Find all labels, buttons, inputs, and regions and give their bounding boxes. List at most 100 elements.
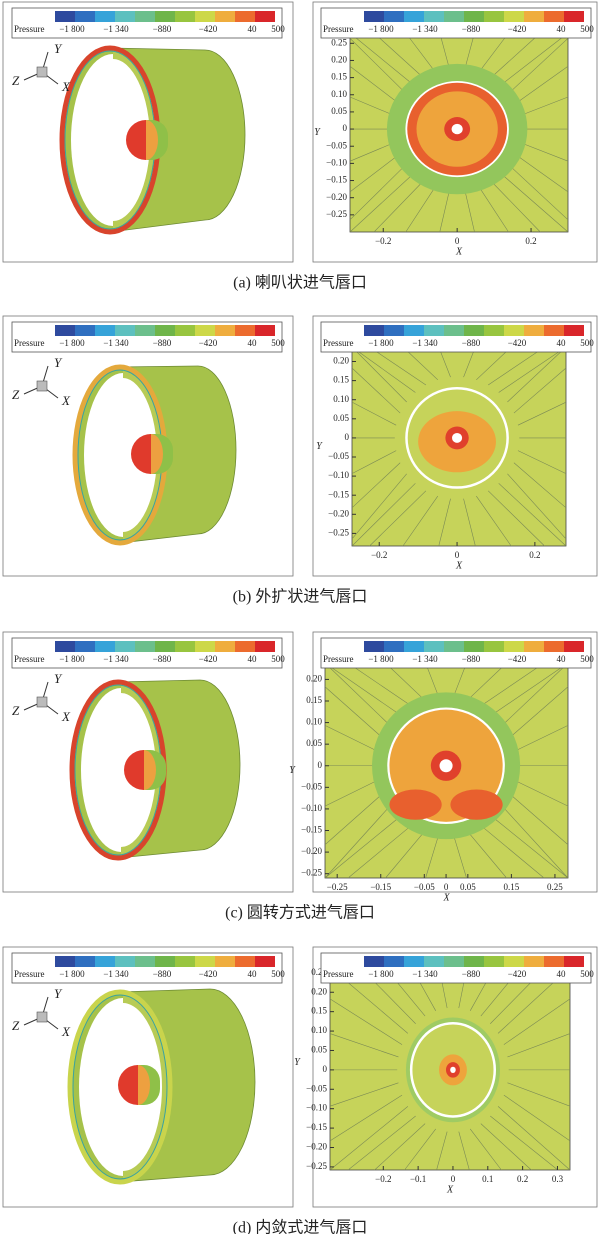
legend-swatch (95, 641, 115, 652)
y-tick-label: 0 (318, 760, 323, 770)
caption: (b) 外扩状进气唇口 (233, 588, 368, 606)
legend-label: 40 (557, 338, 567, 348)
legend-swatch (464, 11, 484, 22)
y-tick-label: −0.10 (306, 1103, 327, 1113)
legend-label: 500 (580, 24, 594, 34)
x-tick-label: 0 (444, 882, 449, 892)
legend-label: 500 (271, 654, 285, 664)
legend-label: −1 340 (412, 654, 438, 664)
legend-swatch (524, 325, 544, 336)
y-tick-label: −0.25 (328, 527, 349, 537)
x-tick-label: 0.2 (517, 1174, 528, 1184)
legend-label: −1 340 (103, 654, 129, 664)
legend-swatch (155, 325, 175, 336)
legend-label: −1 800 (368, 654, 394, 664)
y-tick-label: 0.15 (333, 375, 349, 385)
y-tick-label: −0.10 (328, 470, 349, 480)
x-tick-label: 0.1 (482, 1174, 493, 1184)
legend-swatch (524, 956, 544, 967)
y-tick-label: 0.20 (333, 356, 349, 366)
legend-label: −880 (462, 338, 481, 348)
legend-label: −1 340 (103, 338, 129, 348)
x-tick-label: −0.2 (375, 1174, 391, 1184)
legend-swatch (424, 956, 444, 967)
y-tick-label: −0.05 (326, 140, 347, 150)
hub (450, 1067, 456, 1073)
legend-label: −880 (153, 654, 172, 664)
legend-swatch (155, 11, 175, 22)
y-tick-label: 0 (345, 432, 350, 442)
y-tick-label: −0.25 (326, 209, 347, 219)
legend-title: Pressure (14, 969, 45, 979)
axis-cube (37, 1012, 47, 1022)
x-tick-label: 0.3 (552, 1174, 564, 1184)
legend-swatch (215, 641, 235, 652)
legend-swatch (564, 11, 584, 22)
legend-label: 40 (557, 654, 567, 664)
y-tick-label: −0.05 (306, 1083, 327, 1093)
legend-swatch (195, 641, 215, 652)
legend-swatch (55, 956, 75, 967)
y-tick-label: −0.20 (306, 1142, 327, 1152)
legend-label: −880 (462, 24, 481, 34)
legend-label: 40 (248, 24, 258, 34)
legend-swatch (544, 641, 564, 652)
legend-swatch (135, 641, 155, 652)
legend-swatch (75, 641, 95, 652)
legend-label: −420 (508, 654, 527, 664)
y-tick-label: 0.05 (306, 738, 322, 748)
legend-swatch (115, 641, 135, 652)
y-tick-label: 0.10 (306, 717, 322, 727)
legend-swatch (55, 641, 75, 652)
legend-swatch (195, 325, 215, 336)
legend-swatch (504, 325, 524, 336)
legend-swatch (255, 956, 275, 967)
legend-label: −420 (199, 969, 218, 979)
legend-title: Pressure (323, 969, 354, 979)
x-axis-label: X (455, 246, 463, 257)
axis-z-label: Z (12, 1018, 20, 1033)
caption: (c) 圆转方式进气唇口 (225, 904, 375, 922)
legend-swatch (115, 11, 135, 22)
x-tick-label: 0 (451, 1174, 456, 1184)
legend-swatch (135, 11, 155, 22)
legend-swatch (404, 956, 424, 967)
legend-swatch (484, 325, 504, 336)
y-axis-label: Y (289, 765, 296, 776)
legend-label: −420 (508, 338, 527, 348)
legend-label: −420 (508, 969, 527, 979)
legend-title: Pressure (323, 338, 354, 348)
y-tick-label: −0.20 (328, 508, 349, 518)
y-tick-label: −0.15 (301, 825, 322, 835)
legend-swatch (504, 641, 524, 652)
y-tick-label: −0.15 (328, 489, 349, 499)
y-tick-label: 0.20 (311, 986, 327, 996)
legend-swatch (404, 641, 424, 652)
legend-swatch (75, 11, 95, 22)
axis-z-label: Z (12, 703, 20, 718)
legend-swatch (544, 325, 564, 336)
y-tick-label: −0.15 (326, 175, 347, 185)
legend-label: −420 (199, 338, 218, 348)
legend-title: Pressure (323, 24, 354, 34)
x-tick-label: 0.2 (525, 236, 536, 246)
legend-swatch (135, 956, 155, 967)
legend-label: −1 340 (412, 24, 438, 34)
legend-label: 40 (248, 338, 258, 348)
legend-swatch (115, 325, 135, 336)
contour-lobe (450, 789, 502, 819)
legend-swatch (564, 325, 584, 336)
legend-swatch (195, 956, 215, 967)
legend-swatch (155, 641, 175, 652)
contour-lobe (389, 789, 441, 819)
legend-title: Pressure (14, 654, 45, 664)
legend-swatch (424, 11, 444, 22)
y-tick-label: −0.25 (306, 1161, 327, 1171)
hub (452, 124, 463, 134)
legend-label: 500 (271, 969, 285, 979)
legend-swatch (215, 11, 235, 22)
legend-swatch (384, 641, 404, 652)
legend-label: −1 800 (59, 654, 85, 664)
y-tick-label: 0.15 (306, 695, 322, 705)
y-axis-label: Y (294, 1057, 301, 1068)
